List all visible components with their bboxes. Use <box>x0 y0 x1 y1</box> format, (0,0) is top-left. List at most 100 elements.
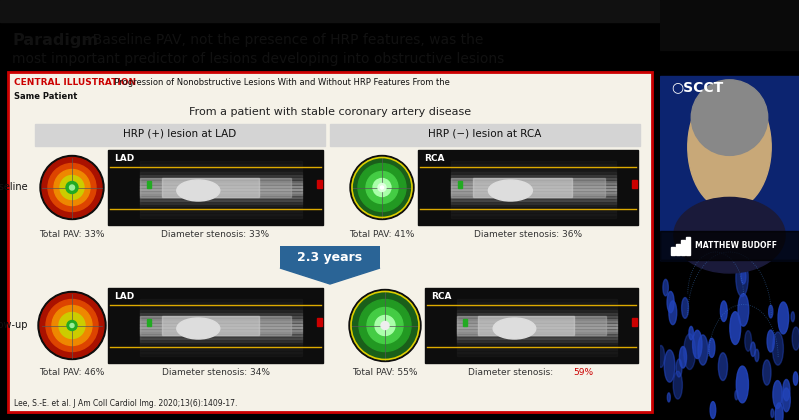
Text: Follow-up: Follow-up <box>0 320 28 331</box>
Bar <box>141 299 301 303</box>
Circle shape <box>375 315 395 336</box>
Bar <box>451 194 616 198</box>
Circle shape <box>778 302 789 334</box>
Bar <box>686 237 690 255</box>
Bar <box>141 167 301 171</box>
Circle shape <box>750 342 755 357</box>
Circle shape <box>663 279 668 296</box>
Circle shape <box>745 331 752 351</box>
Circle shape <box>352 158 412 218</box>
Bar <box>141 203 301 207</box>
Bar <box>141 316 291 335</box>
Text: RCA: RCA <box>424 154 444 163</box>
FancyBboxPatch shape <box>280 246 380 268</box>
Bar <box>676 244 680 255</box>
Text: Diameter stenosis:: Diameter stenosis: <box>467 368 555 377</box>
Circle shape <box>60 176 84 200</box>
Bar <box>141 319 301 322</box>
Bar <box>457 335 617 339</box>
Text: Progression of Nonobstructive Lesions With and Without HRP Features From the: Progression of Nonobstructive Lesions Wi… <box>109 78 450 87</box>
Circle shape <box>792 327 799 350</box>
Bar <box>141 164 301 168</box>
Text: LAD: LAD <box>114 292 134 301</box>
Ellipse shape <box>688 84 771 210</box>
Text: LAD: LAD <box>114 154 134 163</box>
Circle shape <box>359 299 411 352</box>
Bar <box>451 211 616 215</box>
Bar <box>141 332 301 336</box>
Bar <box>457 313 617 317</box>
Bar <box>141 189 301 193</box>
Circle shape <box>698 335 708 365</box>
Text: Total PAV: 41%: Total PAV: 41% <box>349 230 415 239</box>
Circle shape <box>741 269 746 284</box>
Circle shape <box>718 353 728 381</box>
Bar <box>457 324 617 328</box>
Bar <box>141 310 301 314</box>
Bar <box>457 305 617 309</box>
Ellipse shape <box>674 197 785 273</box>
Circle shape <box>373 178 391 197</box>
Bar <box>457 352 617 355</box>
Bar <box>457 330 617 333</box>
Circle shape <box>771 409 773 417</box>
Bar <box>451 214 616 218</box>
Circle shape <box>667 291 674 313</box>
Bar <box>141 335 301 339</box>
Bar <box>473 178 572 197</box>
Bar <box>451 175 616 179</box>
Bar <box>451 197 616 201</box>
Text: Same Patient: Same Patient <box>14 92 78 101</box>
Bar <box>457 338 617 342</box>
Bar <box>451 181 616 184</box>
Bar <box>457 299 617 303</box>
Bar <box>141 341 301 344</box>
Text: HRP (+) lesion at LAD: HRP (+) lesion at LAD <box>123 128 237 138</box>
Text: Total PAV: 33%: Total PAV: 33% <box>39 230 105 239</box>
Circle shape <box>773 381 782 409</box>
Ellipse shape <box>488 180 532 201</box>
Bar <box>147 181 151 187</box>
Bar <box>457 332 617 336</box>
Bar <box>141 178 291 197</box>
Circle shape <box>775 403 783 420</box>
Bar <box>141 181 301 184</box>
Circle shape <box>738 294 749 326</box>
Bar <box>457 316 617 320</box>
Circle shape <box>769 305 773 318</box>
Bar <box>457 319 617 322</box>
Bar <box>317 318 322 326</box>
Bar <box>141 211 301 215</box>
Text: ○SCCT: ○SCCT <box>671 80 723 94</box>
Ellipse shape <box>691 80 768 155</box>
Bar <box>141 161 301 165</box>
Bar <box>451 205 616 209</box>
Bar <box>0 0 660 22</box>
Circle shape <box>782 388 790 412</box>
Bar <box>141 346 301 350</box>
Bar <box>141 313 301 317</box>
Bar <box>458 181 462 187</box>
Bar <box>141 172 301 176</box>
Text: MATTHEW BUDOFF: MATTHEW BUDOFF <box>694 241 777 250</box>
Bar <box>141 205 301 209</box>
Circle shape <box>763 360 771 385</box>
Circle shape <box>676 359 682 377</box>
Circle shape <box>710 402 716 418</box>
Bar <box>463 318 467 326</box>
Circle shape <box>380 186 384 189</box>
Circle shape <box>679 346 686 368</box>
Bar <box>141 307 301 311</box>
Text: Diameter stenosis: 34%: Diameter stenosis: 34% <box>161 368 269 377</box>
Circle shape <box>381 321 389 330</box>
Bar <box>451 184 616 187</box>
Bar <box>161 178 259 197</box>
Text: - Baseline PAV, not the presence of HRP features, was the: - Baseline PAV, not the presence of HRP … <box>79 33 483 47</box>
Bar <box>141 321 301 325</box>
Text: Lee, S.-E. et al. J Am Coll Cardiol Img. 2020;13(6):1409-17.: Lee, S.-E. et al. J Am Coll Cardiol Img.… <box>14 399 237 408</box>
Text: CENTRAL ILLUSTRATION: CENTRAL ILLUSTRATION <box>14 78 136 87</box>
Bar <box>457 302 617 306</box>
Bar <box>457 344 617 347</box>
Circle shape <box>46 299 98 352</box>
Circle shape <box>729 312 741 344</box>
